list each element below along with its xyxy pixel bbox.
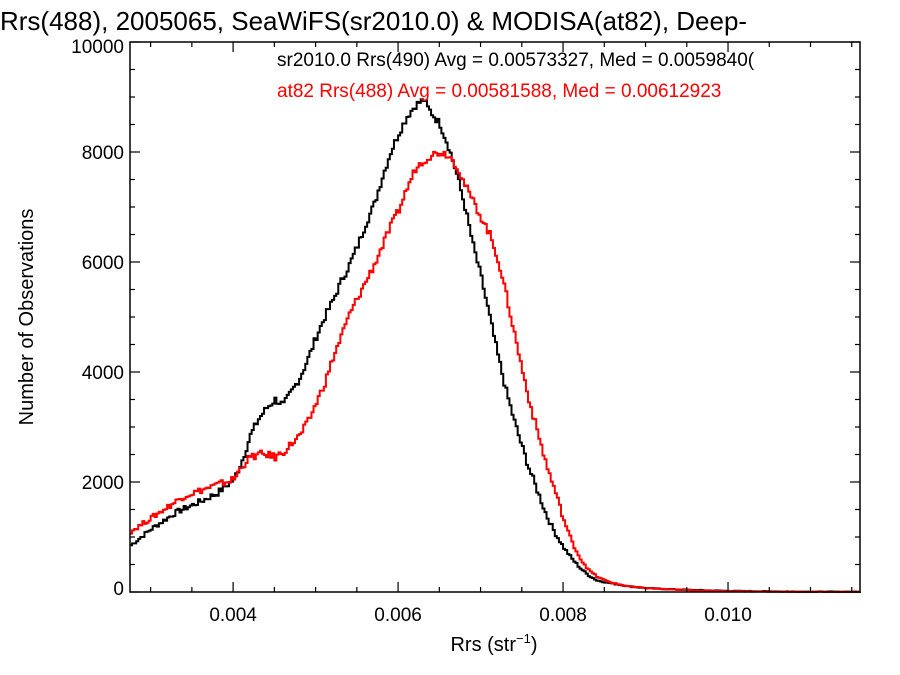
x-tick-label: 0.004 <box>209 605 257 626</box>
y-tick-label: 8000 <box>82 143 124 164</box>
x-axis-ticks: 0.004 0.006 0.008 0.010 <box>150 42 853 626</box>
annotation-at82-stats: at82 Rrs(488) Avg = 0.00581588, Med = 0.… <box>277 81 721 102</box>
x-axis-label: Rrs (str−1) <box>450 631 537 656</box>
y-tick-label: 0 <box>113 579 124 600</box>
y-tick-label: 2000 <box>82 473 124 494</box>
y-tick-label: 10000 <box>71 37 124 58</box>
x-axis-label-main: Rrs (str <box>450 634 516 656</box>
annotation-sr2010-stats: sr2010.0 Rrs(490) Avg = 0.00573327, Med … <box>277 50 755 71</box>
y-tick-label: 4000 <box>82 363 124 384</box>
chart-title: Rrs(488), 2005065, SeaWiFS(sr2010.0) & M… <box>0 6 747 36</box>
y-axis-ticks: 0 2000 4000 6000 8000 10000 <box>71 37 860 600</box>
x-tick-label: 0.008 <box>539 605 587 626</box>
x-axis-label-suffix: ) <box>531 634 538 656</box>
x-tick-label: 0.010 <box>704 605 752 626</box>
y-tick-label: 6000 <box>82 253 124 274</box>
y-axis-label: Number of Observations <box>16 209 38 426</box>
x-axis-label-superscript: −1 <box>516 631 531 646</box>
x-tick-label: 0.006 <box>374 605 422 626</box>
